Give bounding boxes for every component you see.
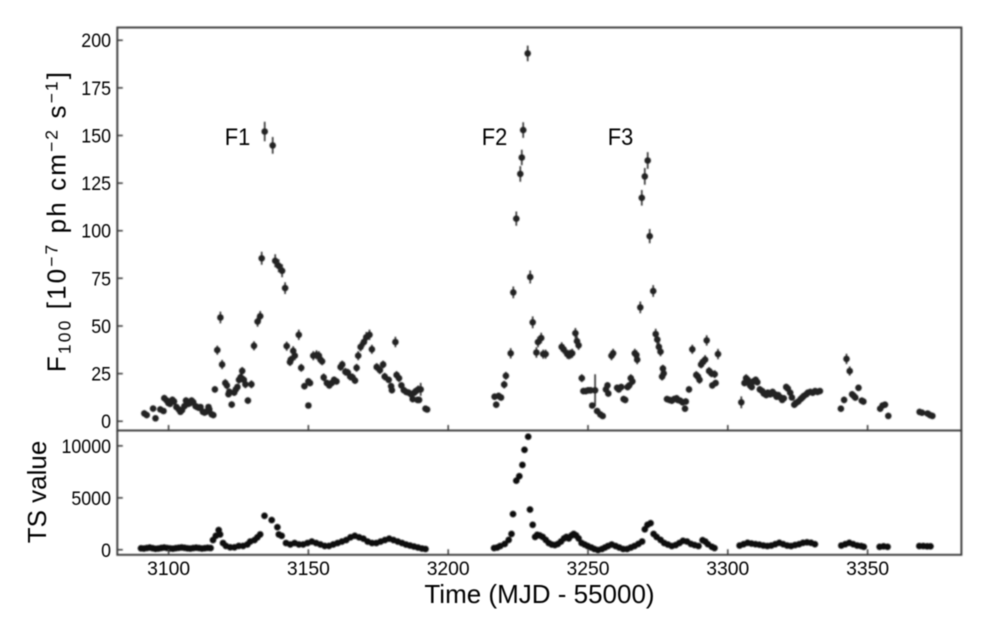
svg-text:150: 150 bbox=[81, 126, 111, 148]
svg-text:0: 0 bbox=[101, 411, 111, 433]
svg-text:F2: F2 bbox=[482, 124, 508, 151]
svg-text:F1: F1 bbox=[225, 124, 251, 151]
svg-text:3100: 3100 bbox=[147, 558, 190, 580]
svg-text:3150: 3150 bbox=[287, 558, 330, 580]
svg-text:F100 [10−7 ph cm−2 s−1]: F100 [10−7 ph cm−2 s−1] bbox=[42, 70, 75, 372]
svg-text:75: 75 bbox=[91, 268, 111, 290]
svg-text:10000: 10000 bbox=[62, 436, 112, 458]
svg-text:3300: 3300 bbox=[706, 558, 749, 580]
svg-text:3200: 3200 bbox=[427, 558, 470, 580]
svg-text:3250: 3250 bbox=[567, 558, 610, 580]
svg-text:Time (MJD - 55000): Time (MJD - 55000) bbox=[424, 579, 654, 609]
svg-text:5000: 5000 bbox=[71, 488, 111, 510]
svg-text:3350: 3350 bbox=[846, 558, 889, 580]
svg-text:0: 0 bbox=[101, 540, 111, 562]
svg-text:25: 25 bbox=[91, 364, 111, 386]
svg-text:125: 125 bbox=[81, 173, 111, 195]
svg-text:50: 50 bbox=[91, 316, 111, 338]
svg-text:200: 200 bbox=[81, 30, 111, 52]
svg-text:F3: F3 bbox=[608, 124, 634, 151]
svg-text:100: 100 bbox=[81, 221, 111, 243]
svg-text:175: 175 bbox=[81, 78, 111, 100]
svg-text:TS value: TS value bbox=[22, 441, 52, 544]
